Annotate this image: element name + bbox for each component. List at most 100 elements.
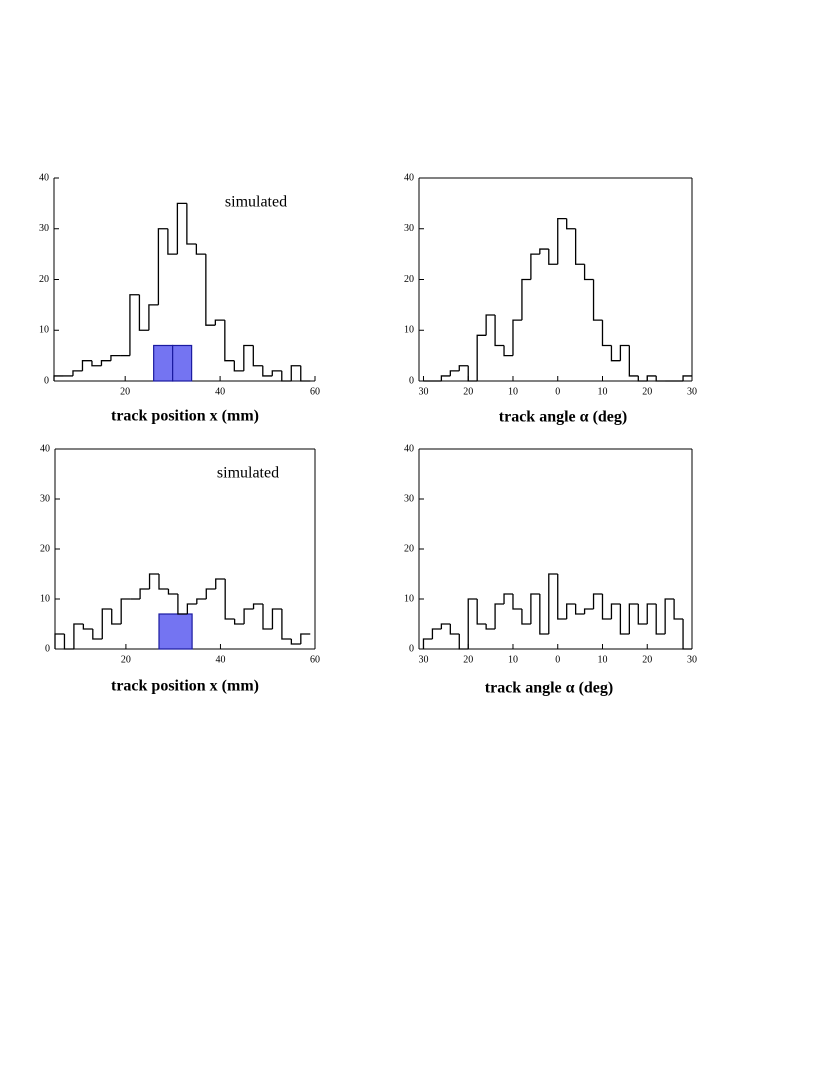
histogram-step bbox=[548, 249, 558, 265]
histogram-step bbox=[610, 603, 621, 619]
x-tick-label: 30 bbox=[687, 386, 697, 397]
histogram-step bbox=[610, 345, 621, 362]
histogram-step bbox=[485, 624, 496, 630]
y-tick-label: 0 bbox=[45, 643, 50, 654]
histogram-step bbox=[205, 254, 216, 326]
histogram-step bbox=[196, 598, 207, 604]
x-tick-label: 30 bbox=[687, 654, 697, 665]
histogram-step bbox=[646, 375, 657, 381]
x-tick-label: 10 bbox=[597, 654, 607, 665]
y-tick-label: 0 bbox=[44, 375, 49, 386]
x-axis-label: track angle α (deg) bbox=[499, 409, 627, 426]
highlight-bar bbox=[153, 344, 174, 382]
histogram-step bbox=[120, 598, 131, 624]
histogram-step bbox=[167, 589, 178, 595]
histogram-step bbox=[271, 608, 282, 629]
x-tick-label: 20 bbox=[463, 654, 473, 665]
histogram-step bbox=[214, 319, 225, 326]
histogram-step bbox=[592, 593, 603, 609]
x-tick-label: 10 bbox=[508, 654, 518, 665]
histogram-step bbox=[592, 279, 603, 321]
histogram-step bbox=[521, 278, 531, 321]
histogram-step bbox=[186, 203, 197, 245]
histogram-step bbox=[205, 588, 216, 599]
x-tick-label: 10 bbox=[508, 386, 518, 397]
x-tick-label: 20 bbox=[121, 654, 131, 665]
histogram-step bbox=[467, 598, 478, 649]
histogram-step bbox=[177, 594, 188, 615]
y-tick-label: 10 bbox=[404, 593, 414, 604]
histogram-step bbox=[92, 629, 103, 640]
x-tick-label: 0 bbox=[555, 654, 560, 665]
histogram-step bbox=[139, 588, 150, 599]
y-tick-label: 30 bbox=[404, 493, 414, 504]
histogram-step bbox=[290, 365, 301, 381]
annotation: simulated bbox=[225, 194, 287, 211]
histogram-step bbox=[215, 578, 226, 589]
histogram-step bbox=[574, 604, 585, 615]
y-tick-label: 40 bbox=[40, 443, 50, 454]
histogram-step bbox=[243, 344, 254, 371]
histogram-step bbox=[138, 294, 149, 331]
y-tick-label: 10 bbox=[40, 593, 50, 604]
histogram-step bbox=[129, 294, 140, 356]
histogram-step bbox=[628, 603, 639, 634]
highlight-bar bbox=[158, 613, 193, 650]
histogram-step bbox=[476, 599, 487, 625]
histogram-step bbox=[233, 619, 245, 625]
histogram-step bbox=[300, 633, 311, 644]
histogram-step bbox=[530, 253, 540, 280]
histogram-step bbox=[148, 573, 159, 589]
histogram-step bbox=[233, 360, 244, 372]
x-tick-label: 10 bbox=[597, 386, 607, 397]
x-tick-label: 40 bbox=[215, 654, 225, 665]
histogram-step bbox=[619, 604, 630, 635]
histogram-step bbox=[81, 360, 92, 371]
histogram-step bbox=[619, 344, 630, 361]
histogram-step bbox=[458, 365, 469, 371]
histogram-step bbox=[243, 608, 254, 624]
histogram-step bbox=[290, 639, 301, 645]
y-tick-label: 20 bbox=[404, 274, 414, 285]
histogram-step bbox=[628, 345, 639, 377]
histogram-step bbox=[449, 624, 460, 635]
histogram-step bbox=[637, 604, 648, 625]
histogram-step bbox=[300, 365, 311, 382]
histogram-step bbox=[53, 375, 64, 381]
histogram-step bbox=[485, 314, 496, 336]
y-tick-label: 20 bbox=[39, 274, 49, 285]
y-tick-label: 30 bbox=[39, 223, 49, 234]
histogram-step bbox=[521, 609, 531, 625]
x-tick-label: 60 bbox=[310, 654, 320, 665]
histogram-step bbox=[262, 604, 273, 630]
y-tick-label: 20 bbox=[404, 543, 414, 554]
histogram-step bbox=[512, 319, 522, 356]
histogram-step bbox=[458, 634, 469, 650]
histogram-step bbox=[449, 370, 460, 376]
histogram-step bbox=[574, 228, 585, 265]
histogram-step bbox=[431, 628, 442, 639]
histogram-step bbox=[494, 315, 505, 347]
y-tick-label: 20 bbox=[40, 543, 50, 554]
histogram-step bbox=[583, 608, 594, 614]
histogram-step bbox=[110, 354, 121, 361]
histogram-step bbox=[512, 594, 522, 610]
y-tick-label: 10 bbox=[39, 325, 49, 336]
histogram-step bbox=[476, 334, 487, 381]
y-tick-label: 40 bbox=[404, 172, 414, 183]
histogram-step bbox=[566, 218, 576, 230]
histogram-step bbox=[63, 634, 74, 650]
histogram-step bbox=[548, 573, 558, 634]
histogram-step bbox=[158, 574, 169, 590]
histogram-step bbox=[539, 248, 549, 255]
x-tick-label: 30 bbox=[418, 654, 428, 665]
x-tick-label: 20 bbox=[120, 386, 130, 397]
y-tick-label: 0 bbox=[409, 643, 414, 654]
x-tick-label: 30 bbox=[418, 386, 428, 397]
histogram-step bbox=[54, 633, 65, 649]
y-tick-label: 30 bbox=[40, 493, 50, 504]
histogram-step bbox=[186, 603, 197, 614]
histogram-step bbox=[440, 623, 451, 629]
histogram-step bbox=[583, 264, 594, 281]
